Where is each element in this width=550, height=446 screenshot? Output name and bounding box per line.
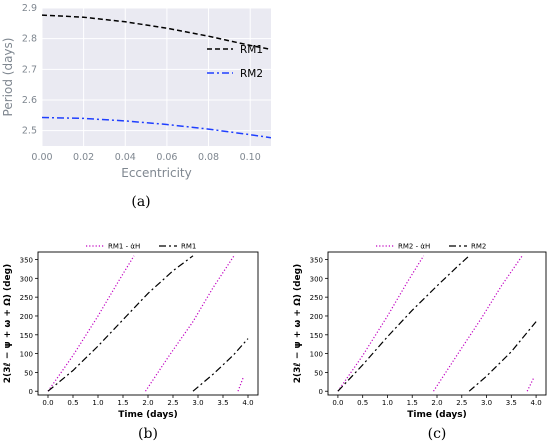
series-line-rm1-h <box>145 255 235 392</box>
series-line-rm2 <box>468 321 537 392</box>
x-tick-label: 1.0 <box>92 399 103 407</box>
x-tick-label: 0.0 <box>332 399 343 407</box>
legend-label: RM2 - α̇H <box>398 243 430 251</box>
y-tick-label: 2.6 <box>22 95 37 106</box>
x-tick-label: 3.5 <box>506 399 517 407</box>
y-tick-label: 2.9 <box>22 3 37 14</box>
legend-label: RM1 - α̇H <box>108 243 140 251</box>
x-tick-label: 1.5 <box>117 399 128 407</box>
y-tick-label: 2.7 <box>22 64 37 75</box>
series-line-rm2-h <box>337 255 425 392</box>
series-line-rm2-h <box>432 255 523 392</box>
legend-label: RM1 <box>181 243 196 251</box>
x-tick-label: 0.5 <box>357 399 368 407</box>
x-axis-label: Time (days) <box>407 410 467 420</box>
x-tick-label: 2.5 <box>167 399 178 407</box>
plot-background <box>42 8 271 146</box>
series-line-rm1-h <box>47 255 135 392</box>
panel-label: (a) <box>131 194 150 210</box>
y-tick-label: 200 <box>310 313 323 321</box>
chart-panel-c: 0.0 0.5 1.0 1.5 2.0 2.5 3.0 3.5 4.0 0 50 100 150 200 2… <box>293 243 547 442</box>
y-tick-label: 0 <box>319 388 323 396</box>
y-tick-label: 50 <box>24 369 33 377</box>
x-tick-label: 3.0 <box>192 399 203 407</box>
series-line-rm2 <box>337 255 470 392</box>
x-tick-label: 0.08 <box>198 152 219 163</box>
series-line-rm1-h <box>237 377 244 392</box>
x-tick-label: 0.04 <box>115 152 136 163</box>
legend-label: RM1 <box>240 44 263 56</box>
plot-frame <box>37 251 259 396</box>
y-axis-label: Period (days) <box>1 38 15 117</box>
y-axis-label: 2(3ℓ − ψ + ω + Ω) (deg) <box>293 264 303 383</box>
y-tick-label: 150 <box>20 332 33 340</box>
y-tick-label: 100 <box>310 351 323 359</box>
x-tick-label: 2.0 <box>431 399 442 407</box>
y-tick-label: 2.8 <box>22 34 37 45</box>
x-tick-label: 0.00 <box>31 152 52 163</box>
y-tick-label: 300 <box>310 275 323 283</box>
plot-frame <box>327 251 547 396</box>
y-tick-label: 250 <box>20 294 33 302</box>
y-tick-label: 2.5 <box>22 126 37 137</box>
legend-label: RM2 <box>471 243 486 251</box>
y-tick-label: 100 <box>20 351 33 359</box>
x-tick-label: 0.02 <box>73 152 94 163</box>
chart-panel-a: 0.00 0.02 0.04 0.06 0.08 0.10 2.5 2.6 2.7 2.8 2.9 E… <box>1 3 271 210</box>
y-tick-label: 50 <box>314 369 323 377</box>
series-line-rm1 <box>42 14 271 51</box>
y-tick-label: 250 <box>310 294 323 302</box>
x-tick-label: 3.0 <box>481 399 492 407</box>
x-tick-label: 0.06 <box>156 152 177 163</box>
x-tick-label: 3.5 <box>217 399 228 407</box>
x-axis-label: Eccentricity <box>121 166 191 180</box>
panel-label: (c) <box>428 426 447 442</box>
series-line-rm2-h <box>526 377 535 392</box>
y-tick-label: 350 <box>20 257 33 265</box>
y-tick-label: 300 <box>20 275 33 283</box>
x-axis-label: Time (days) <box>118 410 178 420</box>
series-line-rm2 <box>42 116 271 139</box>
series-line-rm1 <box>192 338 249 392</box>
x-tick-label: 4.0 <box>531 399 542 407</box>
y-axis-label: 2(3ℓ − ψ + ω + Ω) (deg) <box>3 264 13 383</box>
y-tick-label: 0 <box>29 388 33 396</box>
y-tick-label: 200 <box>20 313 33 321</box>
x-tick-label: 0.5 <box>67 399 78 407</box>
x-tick-label: 2.0 <box>142 399 153 407</box>
series-line-rm1 <box>47 255 194 392</box>
x-tick-label: 0.10 <box>240 152 261 163</box>
chart-panel-b: 0.0 0.5 1.0 1.5 2.0 2.5 3.0 3.5 4.0 0 50 100 150 200 2… <box>3 243 259 442</box>
x-tick-label: 2.5 <box>456 399 467 407</box>
y-tick-label: 350 <box>310 257 323 265</box>
y-tick-label: 150 <box>310 332 323 340</box>
x-tick-label: 0.0 <box>42 399 53 407</box>
legend-label: RM2 <box>240 68 263 80</box>
x-tick-label: 1.0 <box>382 399 393 407</box>
x-tick-label: 4.0 <box>242 399 253 407</box>
panel-label: (b) <box>138 426 158 442</box>
x-tick-label: 1.5 <box>407 399 418 407</box>
